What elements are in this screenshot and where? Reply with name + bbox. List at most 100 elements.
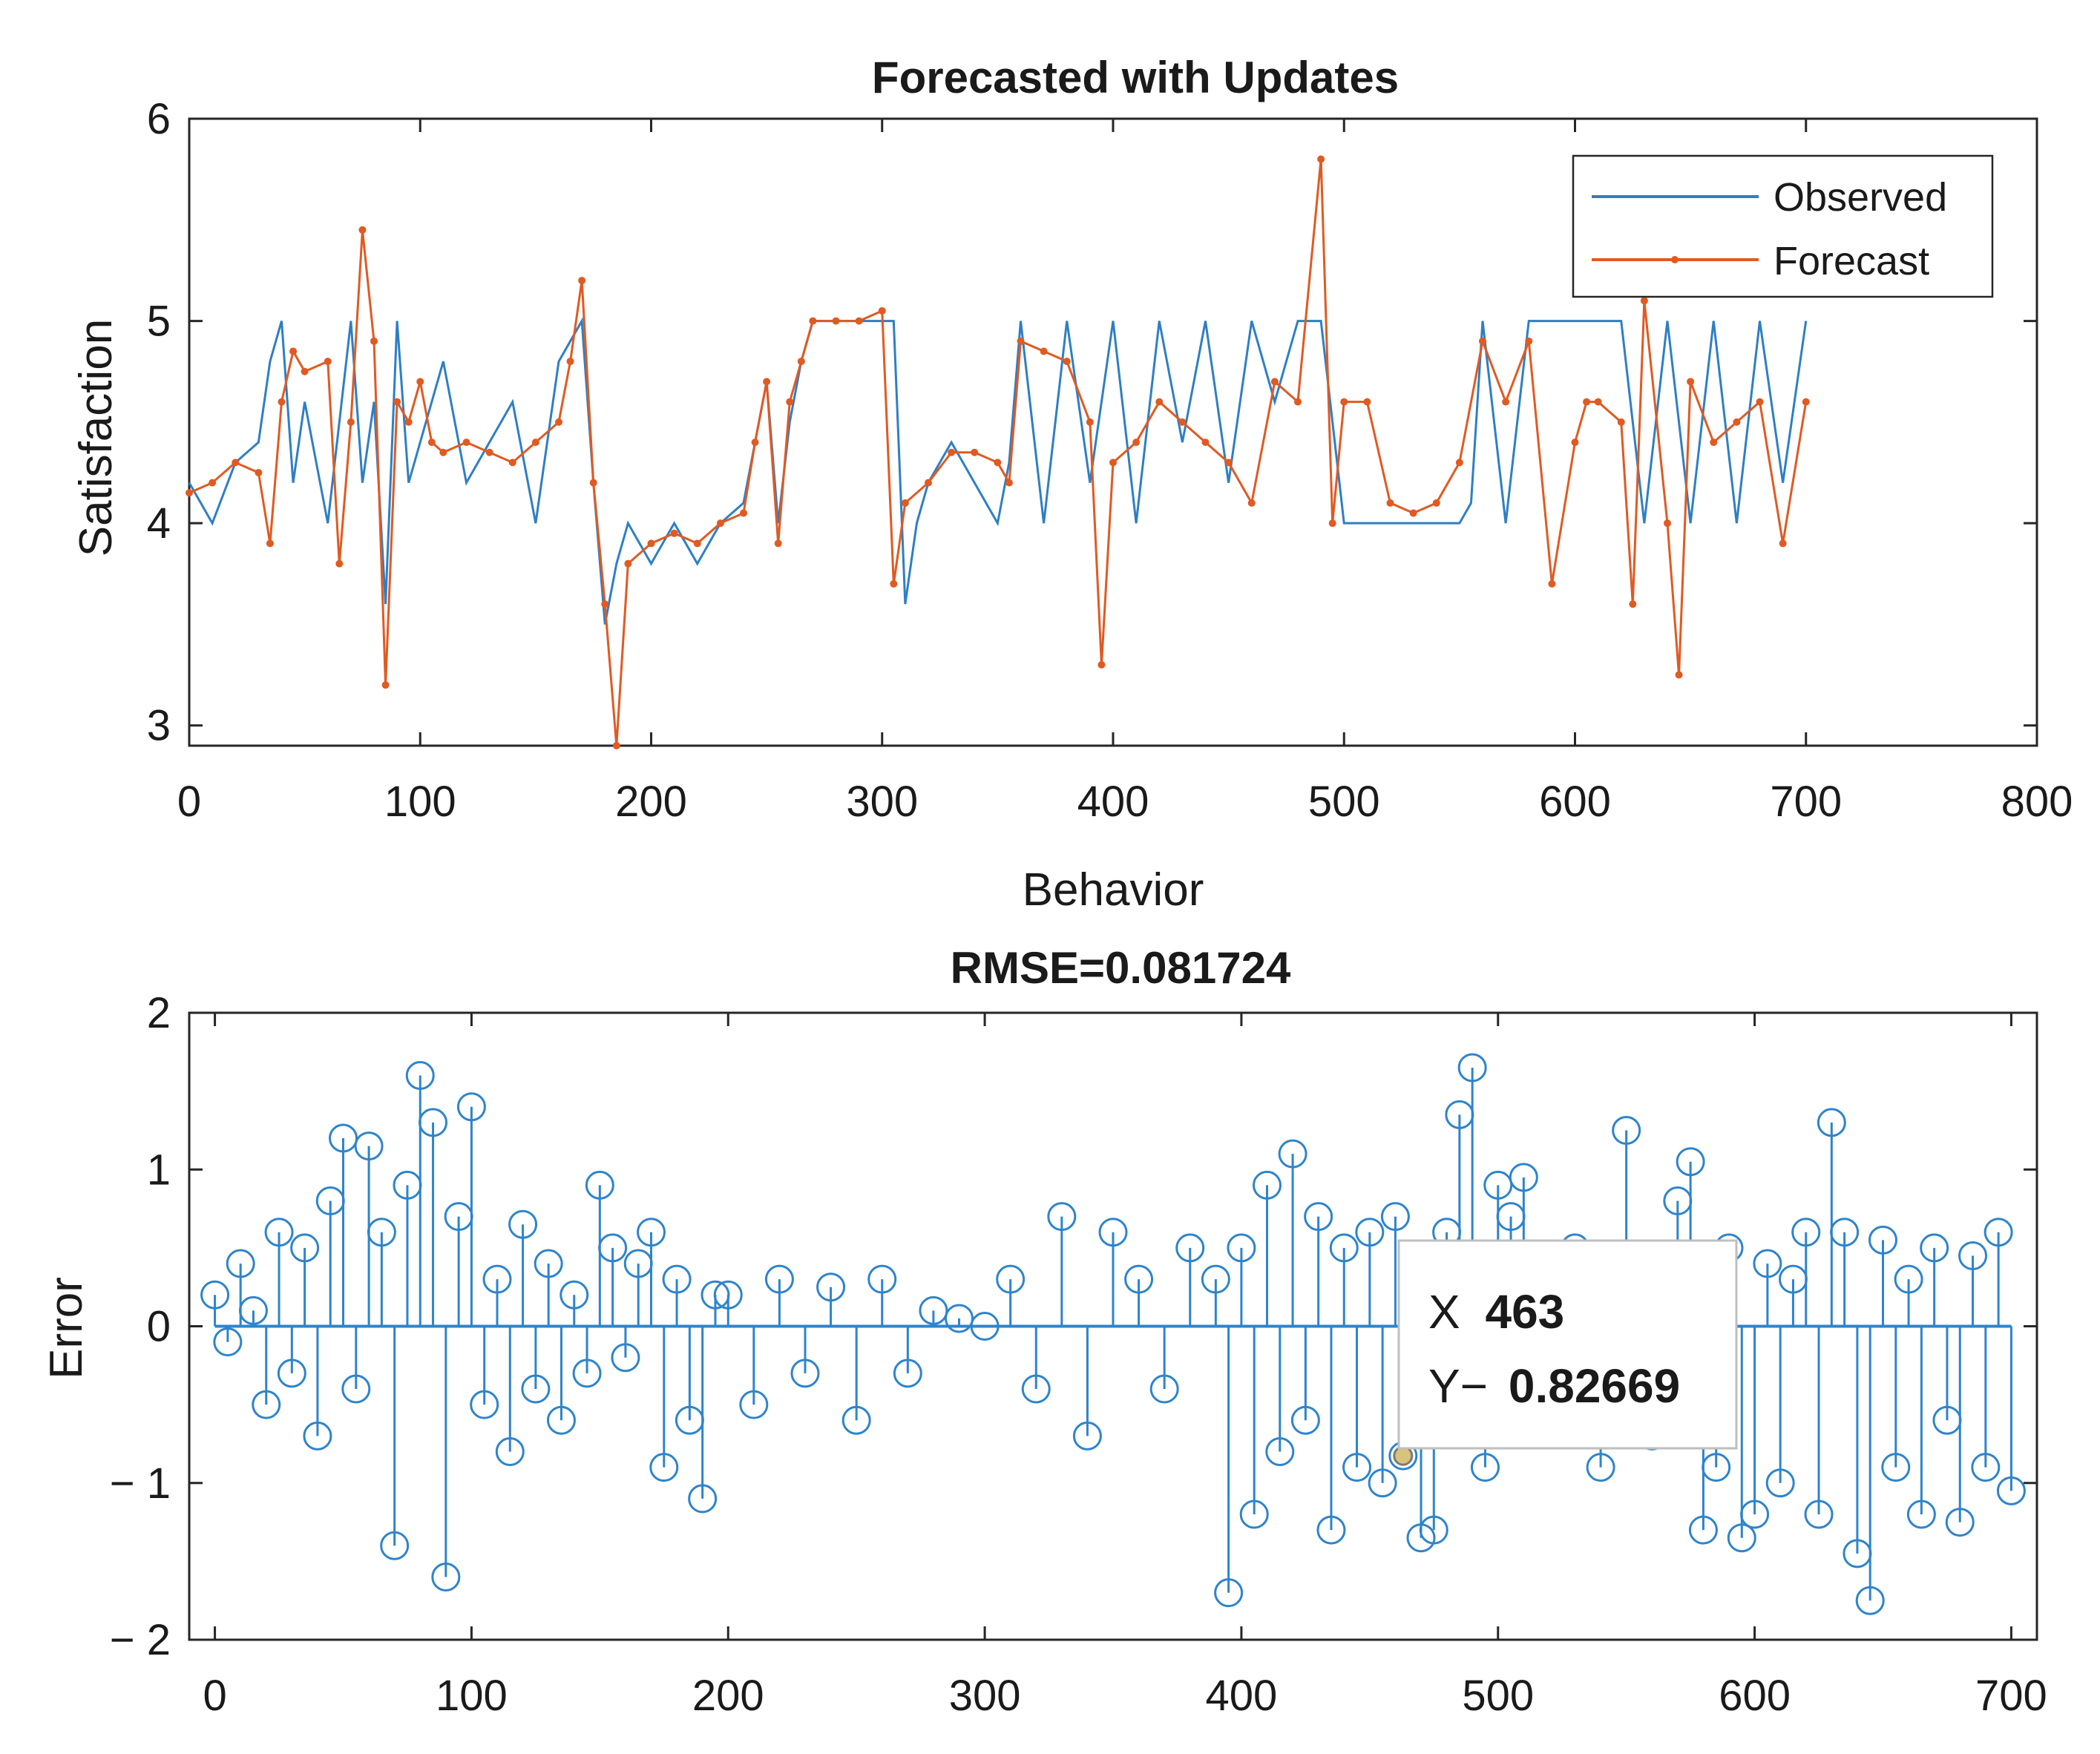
top-xtick-label: 300 [846, 778, 918, 826]
error-point [790, 1359, 820, 1388]
forecast-point [555, 418, 562, 426]
error-point [264, 1218, 294, 1247]
error-point [419, 1108, 448, 1137]
error-point [546, 1405, 576, 1435]
legend[interactable]: Observed Forecast [1572, 154, 1994, 298]
error-point [1047, 1202, 1077, 1232]
error-point [1586, 1453, 1615, 1482]
datatip-y-value: 0.82669 [1509, 1359, 1680, 1413]
error-point [1702, 1453, 1731, 1482]
error-point [1945, 1508, 1975, 1537]
error-point [1201, 1264, 1230, 1294]
forecast-point [255, 469, 263, 477]
forecast-point [693, 539, 701, 548]
error-point [1253, 1170, 1282, 1200]
error-point [585, 1170, 614, 1200]
forecast-point [1040, 347, 1048, 355]
forecast-point [266, 539, 274, 548]
top-xtick-label: 0 [177, 778, 201, 826]
forecast-point [809, 317, 817, 325]
error-point [277, 1359, 306, 1388]
error-point [662, 1264, 692, 1294]
top-xtick-label: 700 [1770, 778, 1842, 826]
forecast-point [1675, 671, 1683, 679]
error-point [572, 1359, 602, 1388]
error-point [1753, 1249, 1782, 1278]
error-point [1124, 1264, 1154, 1294]
error-point [1470, 1453, 1500, 1482]
forecast-point [740, 509, 747, 517]
error-point [1227, 1233, 1256, 1263]
forecast-point [1664, 519, 1671, 528]
top-xtick-label: 400 [1077, 778, 1149, 826]
error-point [1355, 1218, 1385, 1247]
top-plot-ticks: 0 100 200 300 400 500 600 700 800 3 4 5 6 [147, 95, 2073, 826]
forecast-point [1409, 509, 1417, 517]
forecast-point [925, 479, 932, 487]
forecast-point [1455, 459, 1463, 467]
forecast-point [1224, 459, 1233, 467]
error-point [354, 1131, 384, 1161]
forecast-point [774, 539, 782, 548]
forecast-point [1525, 337, 1533, 345]
forecast-point [232, 459, 240, 467]
datatip-y-label: Y− [1428, 1359, 1488, 1413]
error-point [816, 1272, 846, 1302]
datatip-marker[interactable] [1393, 1445, 1414, 1466]
forecast-point [1617, 418, 1625, 426]
top-xtick-label: 600 [1539, 778, 1611, 826]
forecast-point [948, 448, 956, 456]
top-plot-xlabel: Behavior [1023, 864, 1204, 916]
top-xtick-label: 800 [2001, 778, 2073, 826]
forecast-point [186, 489, 193, 497]
error-point [970, 1312, 1000, 1341]
error-point [456, 1092, 486, 1122]
error-point [1278, 1139, 1307, 1169]
bottom-xtick-label: 300 [949, 1672, 1021, 1720]
error-point [380, 1531, 410, 1560]
error-point [1509, 1163, 1538, 1192]
error-point [764, 1264, 794, 1294]
forecast-point [1479, 337, 1486, 345]
error-point [1419, 1515, 1448, 1545]
top-xtick-label: 500 [1308, 778, 1380, 826]
forecast-point [624, 559, 632, 568]
forecast-point [1802, 398, 1810, 406]
error-point [1688, 1515, 1718, 1545]
error-point [431, 1563, 461, 1592]
forecast-point [1432, 499, 1440, 507]
top-xtick-label: 200 [615, 778, 687, 826]
forecast-point [994, 459, 1002, 467]
forecast-point [670, 529, 678, 537]
datatip[interactable]: X 463 Y− 0.82669 [1393, 1239, 1738, 1466]
top-ytick-label: 5 [147, 298, 171, 346]
bottom-ytick-label: − 2 [110, 1616, 171, 1664]
forecast-point [209, 479, 217, 487]
forecast-point [1005, 479, 1013, 487]
forecast-point [786, 398, 794, 406]
forecast-point [1386, 499, 1394, 507]
forecast-point [1756, 398, 1764, 406]
forecast-point [324, 358, 332, 366]
legend-box [1572, 154, 1994, 298]
forecast-point [335, 559, 344, 568]
forecast-point [1733, 418, 1741, 426]
error-point [405, 1061, 435, 1090]
error-point [1727, 1523, 1756, 1553]
top-ytick-label: 6 [147, 95, 171, 143]
forecast-point [1270, 378, 1279, 386]
bottom-ytick-label: − 1 [110, 1459, 171, 1508]
bottom-ytick-label: 1 [147, 1146, 171, 1194]
error-point [1791, 1218, 1821, 1247]
forecast-point [855, 317, 863, 325]
error-point [1881, 1453, 1911, 1482]
error-point [290, 1233, 320, 1263]
forecast-point [531, 438, 539, 447]
error-point [598, 1233, 628, 1263]
forecast-point [647, 539, 655, 548]
error-point [1906, 1500, 1936, 1529]
error-point [482, 1264, 512, 1294]
error-point [1996, 1476, 2026, 1505]
error-point [1483, 1170, 1513, 1200]
forecast-point [1201, 438, 1210, 447]
